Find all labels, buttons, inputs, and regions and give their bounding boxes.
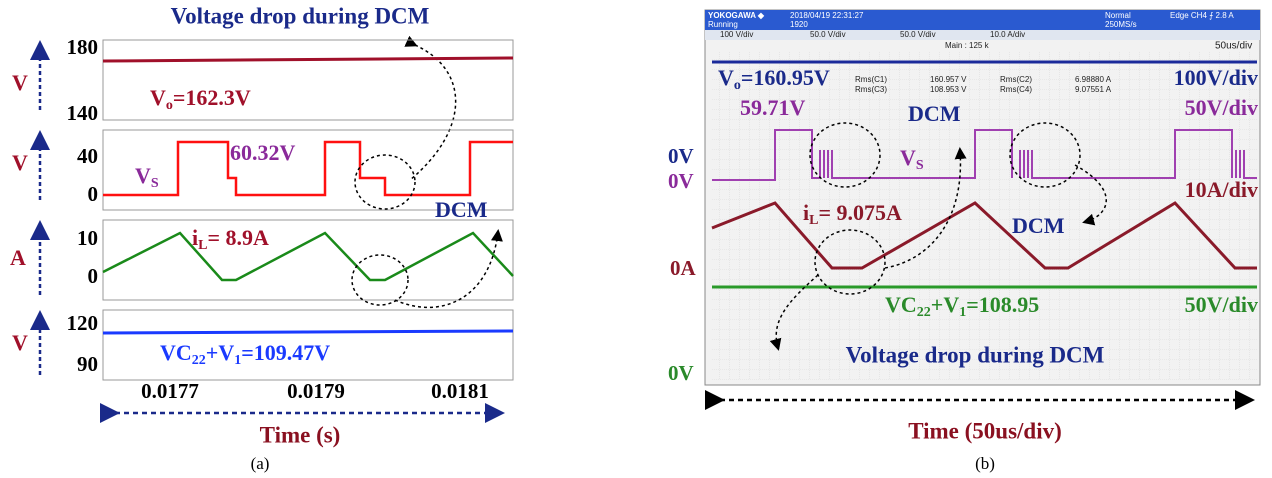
rate: 250MS/s — [1105, 20, 1137, 29]
annotation: Vo=162.3V — [150, 85, 251, 113]
title: Voltage drop during DCM — [171, 3, 430, 28]
brand: YOKOGAWA ◆ — [708, 11, 765, 20]
measurement: Rms(C2) — [1000, 75, 1032, 84]
figure: Voltage drop during DCM V V A V 180 140 … — [0, 0, 1272, 478]
channel-bar — [705, 30, 1260, 40]
axis-label: V — [12, 330, 28, 355]
tick-label: 0.0179 — [287, 379, 345, 403]
count: 1920 — [790, 20, 808, 29]
scale: 10A/div — [1185, 177, 1258, 202]
tick-label: 0 — [88, 264, 99, 288]
tick-label: 90 — [77, 352, 98, 376]
zero-label: 0V — [668, 144, 694, 168]
waveform — [103, 331, 513, 333]
measurement: Rms(C4) — [1000, 85, 1032, 94]
axis-label: V — [12, 150, 28, 175]
tick-label: 0.0177 — [141, 379, 199, 403]
waveform — [103, 142, 513, 195]
axis-label: V — [12, 70, 28, 95]
annotation: VC22+V1=109.47V — [160, 340, 330, 368]
plot-frame — [103, 220, 513, 300]
scale: 50V/div — [1185, 292, 1258, 317]
trigger: Edge CH4 ⨍ 2.8 A — [1170, 11, 1234, 20]
tick-label: 40 — [77, 144, 98, 168]
caption: (b) — [975, 454, 995, 473]
channel: 50.0 V/div — [900, 30, 936, 39]
panel-b: YOKOGAWA ◆ 2018/04/19 22:31:27 Running 1… — [668, 10, 1260, 473]
caption: (a) — [251, 454, 270, 473]
dcm-label: DCM — [435, 197, 488, 222]
x-axis-label: Time (s) — [260, 422, 341, 447]
measurement: Rms(C3) — [855, 85, 887, 94]
measurement: 160.957 V — [930, 75, 967, 84]
dcm-label: DCM — [908, 101, 961, 126]
value-label: 60.32V — [230, 140, 296, 165]
waveform — [103, 58, 513, 61]
timebase: 50us/div — [1215, 41, 1252, 52]
waveform — [103, 233, 513, 280]
measurement: 108.953 V — [930, 85, 967, 94]
timestamp: 2018/04/19 22:31:27 — [790, 11, 864, 20]
zero-label: 0A — [670, 256, 697, 280]
annotation: iL= 8.9A — [192, 225, 269, 253]
channel: 50.0 V/div — [810, 30, 846, 39]
arrow — [410, 45, 456, 180]
value-label: 59.71V — [740, 95, 806, 120]
scale: 50V/div — [1185, 95, 1258, 120]
scale: 100V/div — [1174, 65, 1258, 90]
mode: Normal — [1105, 11, 1131, 20]
tick-label: 0.0181 — [431, 379, 489, 403]
tick-label: 0 — [88, 182, 99, 206]
x-axis-label: Time (50us/div) — [908, 418, 1062, 443]
zero-label: 0V — [668, 361, 694, 385]
tick-label: 10 — [77, 226, 98, 250]
zero-label: 0V — [668, 169, 694, 193]
tick-label: 180 — [67, 35, 99, 59]
note: Voltage drop during DCM — [846, 342, 1105, 367]
measurement: Rms(C1) — [855, 75, 887, 84]
main: Main : 125 k — [945, 41, 990, 50]
measurement: 9.07551 A — [1075, 85, 1112, 94]
measurement: 6.98880 A — [1075, 75, 1112, 84]
dcm-label: DCM — [1012, 213, 1065, 238]
annotation: VS — [135, 163, 159, 191]
channel: 10.0 A/div — [990, 30, 1025, 39]
channel: 100 V/div — [720, 30, 753, 39]
axis-label: A — [10, 245, 26, 270]
status: Running — [708, 20, 738, 29]
tick-label: 120 — [67, 311, 99, 335]
panel-a: Voltage drop during DCM V V A V 180 140 … — [10, 3, 513, 473]
tick-label: 140 — [67, 101, 99, 125]
annotation: iL= 9.075A — [803, 200, 902, 228]
